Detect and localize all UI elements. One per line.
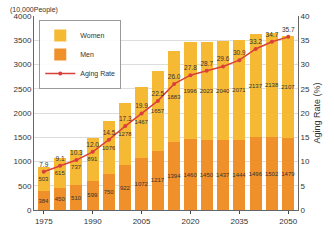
svg-text:0: 0 [27,206,32,215]
svg-text:0: 0 [301,206,306,215]
svg-text:25: 25 [301,85,310,94]
svg-text:30.9: 30.9 [233,49,246,56]
svg-text:2107: 2107 [281,84,295,90]
svg-text:7.9: 7.9 [39,161,48,168]
svg-text:1996: 1996 [183,88,197,94]
svg-text:9.1: 9.1 [56,155,65,162]
svg-text:Women: Women [80,32,104,39]
svg-text:12.0: 12.0 [86,141,99,148]
svg-text:20: 20 [301,109,310,118]
svg-text:384: 384 [38,198,49,204]
svg-text:1450: 1450 [200,172,214,178]
svg-text:503: 503 [38,176,49,182]
svg-text:1479: 1479 [281,171,295,177]
svg-text:2000: 2000 [14,109,32,118]
svg-text:922: 922 [120,185,131,191]
svg-text:1000: 1000 [14,157,32,166]
svg-text:1975: 1975 [35,217,53,226]
svg-text:34.7: 34.7 [266,31,279,38]
svg-text:10.3: 10.3 [70,149,83,156]
svg-text:19.9: 19.9 [135,102,148,109]
svg-text:2137: 2137 [249,83,263,89]
svg-text:15: 15 [301,133,310,142]
svg-text:35.7: 35.7 [282,26,295,33]
svg-text:891: 891 [87,156,98,162]
svg-text:2071: 2071 [232,87,246,93]
svg-text:35: 35 [301,36,310,45]
svg-text:3000: 3000 [14,60,32,69]
svg-text:1278: 1278 [118,131,132,137]
svg-text:1990: 1990 [84,217,102,226]
svg-text:5: 5 [301,182,306,191]
svg-text:1467: 1467 [135,119,149,125]
svg-text:17.3: 17.3 [119,115,132,122]
svg-text:4000: 4000 [14,12,32,21]
svg-text:30: 30 [301,60,310,69]
svg-text:2005: 2005 [133,217,151,226]
svg-text:29.6: 29.6 [217,55,230,62]
svg-text:40: 40 [301,12,310,21]
svg-text:3500: 3500 [14,36,32,45]
svg-text:2050: 2050 [279,217,297,226]
svg-text:2020: 2020 [182,217,200,226]
svg-text:1072: 1072 [135,181,149,187]
svg-text:750: 750 [104,189,115,195]
svg-text:(10,000People): (10,000People) [10,6,58,14]
svg-text:737: 737 [71,164,82,170]
svg-text:1502: 1502 [265,171,279,177]
svg-text:1437: 1437 [216,172,230,178]
svg-text:500: 500 [18,182,32,191]
svg-text:22.5: 22.5 [152,90,165,97]
svg-text:10: 10 [301,157,310,166]
svg-text:450: 450 [55,196,66,202]
svg-text:27.8: 27.8 [184,64,197,71]
svg-text:14.5: 14.5 [103,129,116,136]
svg-text:28.7: 28.7 [200,60,213,67]
svg-text:Aging Rate: Aging Rate [80,70,115,78]
svg-text:2023: 2023 [200,88,214,94]
svg-text:1460: 1460 [183,172,197,178]
svg-text:1496: 1496 [249,171,263,177]
svg-text:2040: 2040 [216,88,230,94]
svg-text:510: 510 [71,195,82,201]
svg-text:1217: 1217 [151,177,165,183]
svg-text:2500: 2500 [14,85,32,94]
svg-text:Aging Rate (%): Aging Rate (%) [312,82,322,143]
svg-text:Men: Men [80,51,94,58]
svg-text:1657: 1657 [151,108,165,114]
svg-text:33.2: 33.2 [249,38,262,45]
svg-text:1883: 1883 [167,94,181,100]
svg-text:26.0: 26.0 [168,73,181,80]
svg-text:599: 599 [87,192,98,198]
svg-text:1444: 1444 [232,172,246,178]
svg-text:615: 615 [55,170,66,176]
svg-text:1076: 1076 [102,145,116,151]
svg-text:1500: 1500 [14,133,32,142]
svg-text:1394: 1394 [167,173,181,179]
svg-text:2035: 2035 [230,217,248,226]
svg-text:2138: 2138 [265,82,279,88]
